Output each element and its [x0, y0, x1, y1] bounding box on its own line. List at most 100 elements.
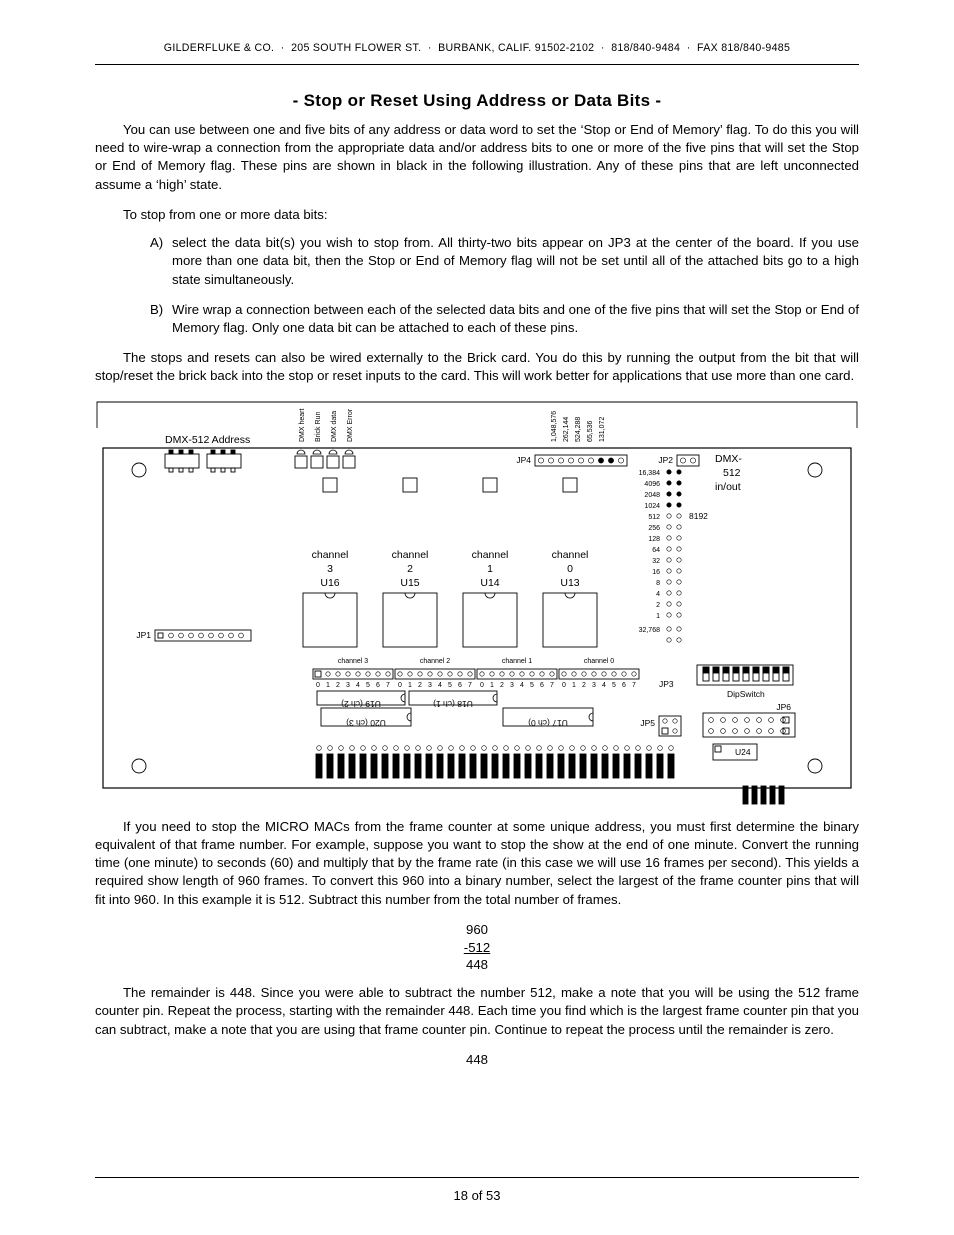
calc-c: 448 [95, 956, 859, 974]
svg-text:JP6: JP6 [776, 702, 791, 712]
paragraph-3: If you need to stop the MICRO MACs from … [95, 818, 859, 909]
svg-text:6: 6 [376, 682, 380, 689]
calc-b: -512 [95, 939, 859, 957]
svg-text:channel 2: channel 2 [420, 658, 450, 665]
svg-text:4: 4 [356, 682, 360, 689]
hdr-company: GILDERFLUKE & CO. [164, 42, 274, 54]
svg-text:3: 3 [346, 682, 350, 689]
hdr-fax: 818/840-9485 [721, 42, 790, 54]
svg-text:2: 2 [336, 682, 340, 689]
svg-text:JP5: JP5 [640, 718, 655, 728]
svg-text:DMX-: DMX- [715, 453, 742, 465]
svg-text:0: 0 [562, 682, 566, 689]
svg-text:512: 512 [648, 514, 660, 521]
svg-text:8: 8 [656, 580, 660, 587]
svg-text:2: 2 [407, 563, 413, 575]
svg-text:32: 32 [652, 558, 660, 565]
svg-text:1: 1 [326, 682, 330, 689]
svg-text:1,048,576: 1,048,576 [551, 410, 558, 441]
list-intro: To stop from one or more data bits: [123, 206, 859, 224]
svg-text:0: 0 [480, 682, 484, 689]
svg-text:512: 512 [723, 467, 741, 479]
svg-text:DMX-512 Address: DMX-512 Address [165, 434, 250, 446]
svg-text:65,536: 65,536 [587, 420, 594, 442]
svg-text:2048: 2048 [644, 492, 660, 499]
svg-text:in/out: in/out [715, 481, 741, 493]
svg-text:3: 3 [327, 563, 333, 575]
svg-text:5: 5 [448, 682, 452, 689]
svg-text:5: 5 [530, 682, 534, 689]
paragraph-2: The stops and resets can also be wired e… [95, 349, 859, 385]
list-marker: B) [150, 301, 172, 337]
svg-text:3: 3 [428, 682, 432, 689]
section-title: - Stop or Reset Using Address or Data Bi… [95, 91, 859, 111]
svg-text:channel: channel [472, 549, 509, 561]
svg-text:JP1: JP1 [136, 630, 151, 640]
svg-text:U20 (ch 3): U20 (ch 3) [346, 718, 386, 728]
svg-text:U14: U14 [480, 577, 499, 589]
svg-text:64: 64 [652, 547, 660, 554]
svg-text:channel: channel [552, 549, 589, 561]
svg-text:5: 5 [366, 682, 370, 689]
page-number: 18 of 53 [95, 1177, 859, 1203]
svg-text:1: 1 [487, 563, 493, 575]
svg-text:U13: U13 [560, 577, 579, 589]
svg-text:2: 2 [418, 682, 422, 689]
svg-text:0: 0 [567, 563, 573, 575]
svg-text:7: 7 [632, 682, 636, 689]
svg-text:6: 6 [622, 682, 626, 689]
svg-text:7: 7 [386, 682, 390, 689]
svg-text:2: 2 [656, 602, 660, 609]
svg-text:DipSwitch: DipSwitch [727, 689, 765, 699]
svg-text:3: 3 [510, 682, 514, 689]
svg-text:131,072: 131,072 [599, 416, 606, 441]
board-diagram: DMX-512 Address DMX heart Brick Run DMX dat… [95, 398, 859, 808]
svg-text:U18 (ch 1): U18 (ch 1) [433, 699, 473, 709]
list-item: B) Wire wrap a connection between each o… [150, 301, 859, 337]
svg-text:2: 2 [500, 682, 504, 689]
svg-text:1: 1 [490, 682, 494, 689]
svg-text:channel 1: channel 1 [502, 658, 532, 665]
svg-text:3: 3 [592, 682, 596, 689]
calc-block-1: 960 -512 448 [95, 921, 859, 974]
svg-text:JP2: JP2 [658, 455, 673, 465]
svg-text:7: 7 [550, 682, 554, 689]
svg-text:channel 3: channel 3 [338, 658, 368, 665]
hdr-city: BURBANK, CALIF. 91502-2102 [438, 42, 594, 54]
svg-text:2: 2 [582, 682, 586, 689]
svg-text:DMX heart: DMX heart [299, 408, 306, 442]
svg-text:DMX Error: DMX Error [347, 408, 354, 442]
svg-text:262,144: 262,144 [563, 416, 570, 441]
svg-text:U19 (ch 2): U19 (ch 2) [341, 699, 381, 709]
svg-text:0: 0 [398, 682, 402, 689]
list-marker: A) [150, 234, 172, 289]
svg-text:4096: 4096 [644, 481, 660, 488]
svg-text:4: 4 [656, 591, 660, 598]
svg-text:16: 16 [652, 569, 660, 576]
svg-text:1: 1 [572, 682, 576, 689]
hdr-phone: 818/840-9484 [611, 42, 680, 54]
svg-text:1: 1 [408, 682, 412, 689]
svg-text:128: 128 [648, 536, 660, 543]
svg-text:524,288: 524,288 [575, 416, 582, 441]
list-item: A) select the data bit(s) you wish to st… [150, 234, 859, 289]
svg-text:32,768: 32,768 [639, 627, 661, 634]
list-content: Wire wrap a connection between each of t… [172, 301, 859, 337]
svg-text:U17 (ch 0): U17 (ch 0) [528, 718, 568, 728]
svg-text:6: 6 [540, 682, 544, 689]
paragraph-1: You can use between one and five bits of… [95, 121, 859, 194]
svg-text:JP4: JP4 [516, 455, 531, 465]
svg-text:Brick Run: Brick Run [315, 411, 322, 441]
svg-text:channel: channel [392, 549, 429, 561]
svg-text:256: 256 [648, 525, 660, 532]
hdr-fax-label: FAX [697, 42, 718, 54]
svg-text:1024: 1024 [644, 503, 660, 510]
svg-text:0: 0 [316, 682, 320, 689]
svg-text:DMX data: DMX data [331, 410, 338, 441]
svg-text:6: 6 [458, 682, 462, 689]
calc-a: 960 [95, 921, 859, 939]
svg-text:U24: U24 [735, 747, 751, 757]
calc-trailing: 448 [95, 1051, 859, 1069]
list-content: select the data bit(s) you wish to stop … [172, 234, 859, 289]
paragraph-4: The remainder is 448. Since you were abl… [95, 984, 859, 1039]
